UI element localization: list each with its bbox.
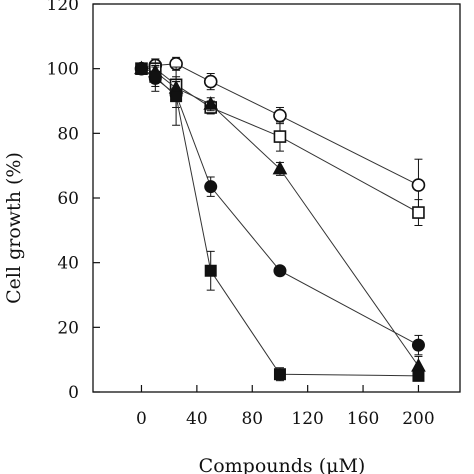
data-point — [412, 369, 425, 382]
data-point — [273, 108, 287, 123]
x-tick-label: 120 — [291, 409, 323, 429]
data-point — [412, 206, 425, 219]
data-point — [411, 338, 425, 352]
data-point — [273, 368, 286, 381]
data-point — [203, 74, 218, 89]
series-open-square — [135, 58, 425, 226]
y-tick-label: 120 — [47, 0, 79, 15]
axis-ticks: 0 20 40 60 80 100 120 0 40 80 120 160 200 — [47, 0, 435, 429]
y-tick-label: 60 — [57, 189, 79, 209]
y-tick-label: 80 — [57, 124, 79, 144]
series-group — [134, 56, 426, 382]
y-tick-label: 0 — [68, 383, 79, 403]
y-tick-label: 40 — [57, 254, 79, 274]
data-point — [203, 96, 219, 110]
data-point — [273, 130, 287, 143]
x-axis-title: Compounds (µM) — [199, 455, 366, 474]
series-filled-circle — [134, 62, 425, 356]
plot-border — [92, 3, 461, 393]
x-tick-label: 160 — [347, 409, 379, 429]
x-tick-label: 80 — [241, 409, 263, 429]
data-point — [204, 180, 218, 194]
y-axis-title: Cell growth (%) — [3, 152, 25, 304]
data-point — [170, 90, 183, 103]
data-point — [411, 178, 426, 192]
data-point — [272, 160, 288, 175]
x-tick-label: 0 — [136, 409, 147, 429]
data-point — [273, 264, 287, 278]
y-tick-label: 100 — [47, 60, 79, 80]
x-tick-label: 200 — [402, 409, 434, 429]
series-filled-square — [135, 62, 425, 382]
data-point — [411, 358, 426, 372]
y-tick-label: 20 — [57, 318, 79, 338]
plot-frame — [92, 3, 461, 393]
data-point — [204, 264, 217, 277]
data-point — [149, 70, 162, 83]
data-point — [135, 62, 148, 75]
x-tick-label: 40 — [186, 409, 208, 429]
